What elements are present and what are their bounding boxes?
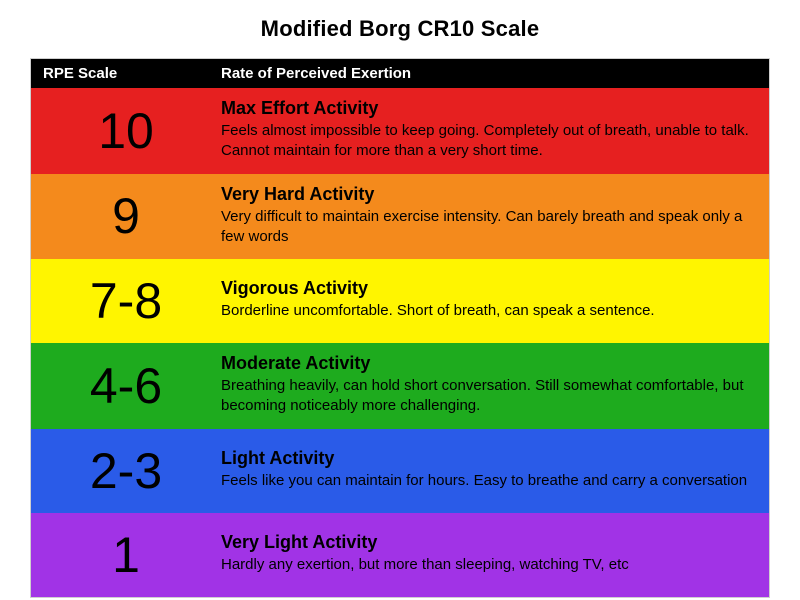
header-score: RPE Scale (31, 59, 221, 88)
score-cell: 1 (31, 513, 221, 597)
score-cell: 2-3 (31, 429, 221, 513)
table-row: 1Very Light ActivityHardly any exertion,… (31, 513, 769, 597)
activity-desc: Breathing heavily, can hold short conver… (221, 376, 751, 417)
header-desc: Rate of Perceived Exertion (221, 59, 769, 88)
activity-desc: Very difficult to maintain exercise inte… (221, 207, 751, 248)
activity-label: Very Hard Activity (221, 184, 751, 205)
score-cell: 9 (31, 174, 221, 260)
activity-label: Moderate Activity (221, 353, 751, 374)
table-row: 9Very Hard ActivityVery difficult to mai… (31, 174, 769, 260)
table-row: 10Max Effort ActivityFeels almost imposs… (31, 88, 769, 174)
activity-desc: Borderline uncomfortable. Short of breat… (221, 301, 751, 321)
desc-cell: Very Light ActivityHardly any exertion, … (221, 513, 769, 597)
activity-label: Light Activity (221, 448, 751, 469)
desc-cell: Very Hard ActivityVery difficult to main… (221, 174, 769, 260)
table-header: RPE Scale Rate of Perceived Exertion (31, 59, 769, 88)
activity-label: Max Effort Activity (221, 98, 751, 119)
activity-desc: Feels like you can maintain for hours. E… (221, 471, 751, 491)
desc-cell: Moderate ActivityBreathing heavily, can … (221, 343, 769, 429)
table-row: 4-6Moderate ActivityBreathing heavily, c… (31, 343, 769, 429)
activity-label: Very Light Activity (221, 532, 751, 553)
table-row: 7-8Vigorous ActivityBorderline uncomfort… (31, 259, 769, 343)
activity-label: Vigorous Activity (221, 278, 751, 299)
score-cell: 10 (31, 88, 221, 174)
desc-cell: Max Effort ActivityFeels almost impossib… (221, 88, 769, 174)
score-cell: 4-6 (31, 343, 221, 429)
activity-desc: Feels almost impossible to keep going. C… (221, 121, 751, 162)
score-cell: 7-8 (31, 259, 221, 343)
rpe-table: RPE Scale Rate of Perceived Exertion 10M… (30, 58, 770, 598)
table-row: 2-3Light ActivityFeels like you can main… (31, 429, 769, 513)
activity-desc: Hardly any exertion, but more than sleep… (221, 555, 751, 575)
chart-title: Modified Borg CR10 Scale (30, 16, 770, 42)
desc-cell: Vigorous ActivityBorderline uncomfortabl… (221, 259, 769, 343)
chart-container: Modified Borg CR10 Scale RPE Scale Rate … (30, 0, 770, 598)
desc-cell: Light ActivityFeels like you can maintai… (221, 429, 769, 513)
